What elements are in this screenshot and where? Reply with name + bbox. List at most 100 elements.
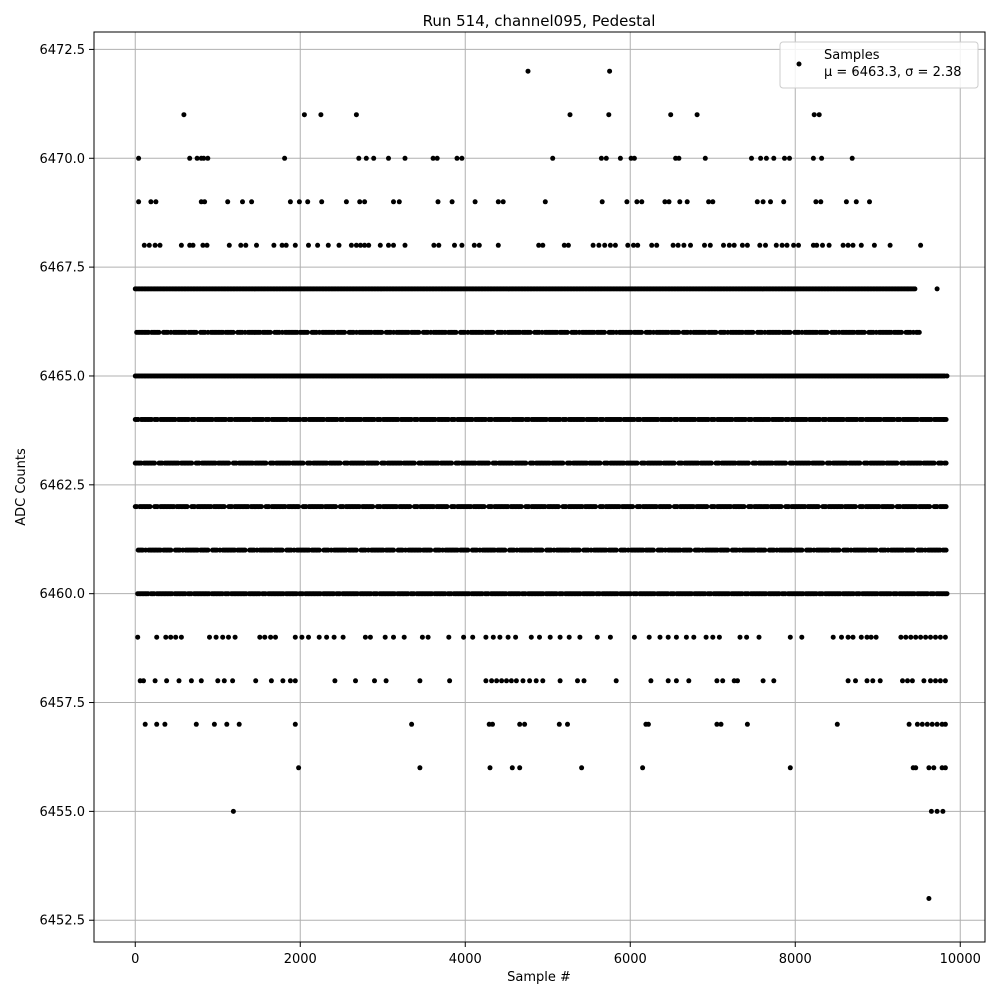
data-point bbox=[476, 242, 482, 248]
data-point bbox=[287, 678, 293, 684]
data-point bbox=[154, 721, 160, 727]
data-point bbox=[639, 329, 645, 335]
data-point bbox=[639, 199, 645, 205]
data-point bbox=[557, 634, 563, 640]
data-point bbox=[912, 286, 918, 292]
data-point bbox=[178, 634, 184, 640]
data-point bbox=[189, 460, 195, 466]
data-point bbox=[452, 242, 457, 248]
data-point bbox=[927, 504, 933, 510]
data-point bbox=[607, 242, 613, 248]
data-point bbox=[575, 678, 580, 684]
data-point bbox=[490, 329, 496, 335]
data-point bbox=[566, 634, 572, 640]
data-point bbox=[683, 634, 689, 640]
data-point bbox=[937, 678, 943, 684]
data-point bbox=[677, 199, 683, 205]
data-point bbox=[431, 242, 437, 248]
data-point bbox=[756, 634, 762, 640]
y-tick-label: 6452.5 bbox=[40, 914, 86, 929]
data-point bbox=[416, 329, 422, 335]
data-point bbox=[635, 242, 641, 248]
data-point bbox=[673, 678, 679, 684]
data-point bbox=[763, 242, 768, 248]
data-point bbox=[502, 547, 508, 553]
data-point bbox=[504, 678, 509, 684]
data-point bbox=[342, 329, 348, 335]
legend-note: μ = 6463.3, σ = 2.38 bbox=[824, 65, 962, 80]
data-point bbox=[607, 634, 613, 640]
data-point bbox=[944, 591, 950, 597]
data-point bbox=[579, 765, 585, 771]
data-point bbox=[602, 242, 608, 248]
data-point bbox=[267, 329, 273, 335]
data-point bbox=[556, 504, 561, 510]
data-point bbox=[634, 199, 640, 205]
data-point bbox=[928, 634, 933, 640]
data-point bbox=[417, 678, 423, 684]
data-point bbox=[634, 460, 640, 466]
data-point bbox=[407, 504, 413, 510]
data-point bbox=[686, 678, 692, 684]
data-point bbox=[152, 678, 158, 684]
data-point bbox=[676, 329, 682, 335]
data-point bbox=[190, 242, 196, 248]
data-point bbox=[673, 634, 679, 640]
data-point bbox=[446, 634, 452, 640]
data-point bbox=[173, 634, 179, 640]
x-axis: 0 2000 4000 6000 8000 10000 bbox=[131, 942, 981, 967]
plot-area-frame bbox=[93, 31, 986, 943]
data-point bbox=[782, 155, 787, 161]
data-point bbox=[215, 678, 221, 684]
legend-label: Samples bbox=[824, 48, 880, 63]
data-point bbox=[779, 242, 785, 248]
y-tick-label: 6467.5 bbox=[40, 261, 86, 276]
data-point bbox=[868, 634, 874, 640]
data-point bbox=[497, 634, 503, 640]
data-point bbox=[542, 199, 548, 205]
data-point bbox=[382, 634, 388, 640]
data-point bbox=[741, 504, 747, 510]
data-point bbox=[820, 242, 825, 248]
data-point bbox=[710, 199, 716, 205]
data-point bbox=[152, 242, 158, 248]
data-point bbox=[525, 68, 531, 74]
data-point bbox=[943, 460, 949, 466]
data-point bbox=[799, 547, 805, 553]
data-point bbox=[370, 504, 376, 510]
data-point bbox=[301, 112, 307, 118]
data-point bbox=[366, 242, 372, 248]
data-point bbox=[187, 155, 193, 161]
data-point bbox=[746, 460, 752, 466]
data-point bbox=[157, 242, 163, 248]
data-point bbox=[402, 155, 408, 161]
data-point bbox=[386, 155, 391, 161]
data-point bbox=[758, 155, 764, 161]
data-point bbox=[744, 721, 750, 727]
data-point bbox=[839, 634, 844, 640]
data-point bbox=[646, 634, 652, 640]
data-point bbox=[324, 634, 330, 640]
data-point bbox=[296, 199, 302, 205]
data-point bbox=[739, 242, 745, 248]
data-point bbox=[598, 155, 604, 161]
data-point bbox=[864, 678, 870, 684]
data-point bbox=[858, 634, 864, 640]
data-point bbox=[505, 634, 511, 640]
data-point bbox=[240, 199, 245, 205]
data-point bbox=[943, 504, 949, 510]
data-point bbox=[921, 678, 927, 684]
data-point bbox=[913, 634, 919, 640]
data-point bbox=[220, 634, 226, 640]
data-point bbox=[942, 634, 948, 640]
data-point bbox=[257, 634, 263, 640]
data-point bbox=[471, 242, 477, 248]
data-point bbox=[154, 634, 160, 640]
data-point bbox=[483, 678, 489, 684]
data-point bbox=[665, 678, 671, 684]
data-point bbox=[928, 678, 933, 684]
data-point bbox=[773, 242, 779, 248]
data-point bbox=[354, 547, 359, 553]
legend-marker bbox=[796, 61, 802, 67]
x-tick-label: 10000 bbox=[940, 952, 981, 967]
